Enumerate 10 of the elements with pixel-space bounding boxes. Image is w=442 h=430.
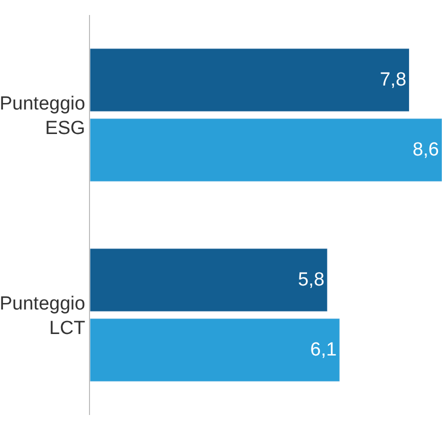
data-label: 7,8 <box>380 70 406 90</box>
bar <box>90 318 340 382</box>
bar <box>90 118 442 182</box>
data-label: 5,8 <box>298 270 324 290</box>
data-label: 8,6 <box>412 140 439 160</box>
bar <box>90 48 410 112</box>
y-tick-label: Punteggio LCT <box>0 293 86 339</box>
data-label: 6,1 <box>310 340 337 360</box>
y-tick-label: Punteggio ESG <box>0 93 86 139</box>
bar <box>90 248 328 312</box>
